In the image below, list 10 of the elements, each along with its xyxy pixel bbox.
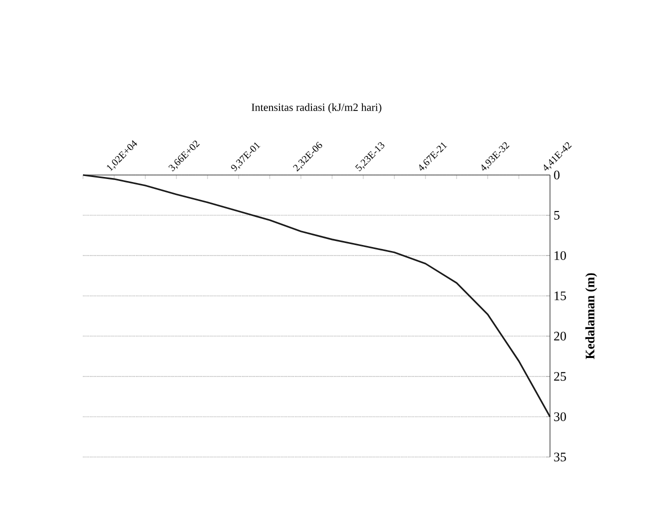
x-axis-title: Intensitas radiasi (kJ/m2 hari) <box>252 103 382 114</box>
y-tick-label: 15 <box>554 292 566 300</box>
y-tick-label: 30 <box>554 412 566 422</box>
y-tick-label: 20 <box>554 332 566 341</box>
y-axis-title: Kedalaman (m) <box>585 273 598 360</box>
y-tick-label: 0 <box>554 170 560 180</box>
y-tick-label: 35 <box>554 452 566 462</box>
y-tick-label: 10 <box>554 251 566 260</box>
y-tick-label: 25 <box>554 372 566 381</box>
y-tick-label: 5 <box>554 210 560 220</box>
